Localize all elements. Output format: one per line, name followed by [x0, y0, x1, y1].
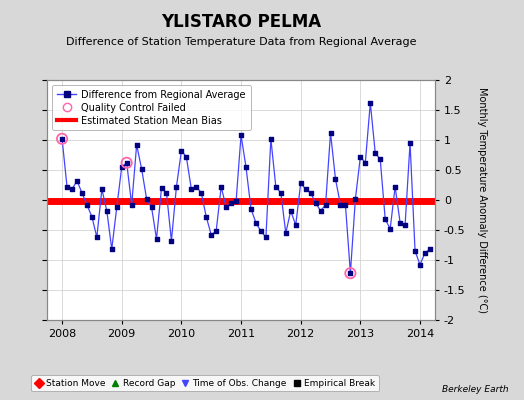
- Point: [83, 202, 91, 208]
- Point: [58, 136, 66, 142]
- Point: [123, 160, 131, 166]
- Point: [78, 190, 86, 196]
- Point: [232, 198, 241, 204]
- Point: [277, 190, 285, 196]
- Point: [133, 142, 141, 148]
- Point: [202, 214, 211, 220]
- Point: [297, 180, 305, 186]
- Point: [68, 186, 76, 192]
- Point: [222, 204, 231, 210]
- Point: [207, 232, 215, 238]
- Point: [242, 164, 250, 170]
- Point: [257, 228, 265, 234]
- Point: [331, 176, 340, 182]
- Point: [311, 200, 320, 206]
- Point: [271, 184, 280, 190]
- Point: [172, 184, 181, 190]
- Point: [127, 202, 136, 208]
- Point: [247, 206, 255, 212]
- Legend: Station Move, Record Gap, Time of Obs. Change, Empirical Break: Station Move, Record Gap, Time of Obs. C…: [31, 375, 379, 392]
- Point: [307, 190, 315, 196]
- Point: [281, 230, 290, 236]
- Point: [416, 262, 424, 268]
- Point: [316, 208, 325, 214]
- Point: [123, 160, 131, 166]
- Point: [411, 248, 419, 254]
- Point: [361, 160, 369, 166]
- Point: [227, 200, 235, 206]
- Point: [73, 178, 81, 184]
- Point: [287, 208, 295, 214]
- Point: [107, 246, 116, 252]
- Point: [406, 140, 414, 146]
- Point: [187, 186, 195, 192]
- Point: [162, 190, 171, 196]
- Y-axis label: Monthly Temperature Anomaly Difference (°C): Monthly Temperature Anomaly Difference (…: [477, 87, 487, 313]
- Point: [157, 185, 166, 191]
- Point: [252, 220, 260, 226]
- Point: [376, 156, 385, 162]
- Legend: Difference from Regional Average, Quality Control Failed, Estimated Station Mean: Difference from Regional Average, Qualit…: [52, 85, 250, 130]
- Point: [152, 236, 161, 242]
- Point: [117, 164, 126, 170]
- Point: [103, 208, 111, 214]
- Point: [113, 204, 121, 210]
- Text: Berkeley Earth: Berkeley Earth: [442, 385, 508, 394]
- Point: [391, 184, 399, 190]
- Point: [386, 226, 395, 232]
- Point: [147, 204, 156, 210]
- Point: [58, 136, 66, 142]
- Point: [93, 234, 101, 240]
- Point: [167, 238, 176, 244]
- Point: [301, 186, 310, 192]
- Point: [321, 202, 330, 208]
- Point: [426, 246, 434, 252]
- Point: [346, 270, 355, 276]
- Point: [346, 270, 355, 276]
- Text: Difference of Station Temperature Data from Regional Average: Difference of Station Temperature Data f…: [66, 37, 416, 47]
- Point: [291, 222, 300, 228]
- Text: YLISTARO PELMA: YLISTARO PELMA: [161, 13, 321, 31]
- Point: [261, 234, 270, 240]
- Point: [177, 148, 185, 154]
- Point: [326, 130, 335, 136]
- Point: [401, 222, 409, 228]
- Point: [356, 154, 365, 160]
- Point: [217, 184, 225, 190]
- Point: [97, 186, 106, 192]
- Point: [267, 136, 275, 142]
- Point: [88, 214, 96, 220]
- Point: [192, 184, 201, 190]
- Point: [182, 154, 191, 160]
- Point: [396, 220, 405, 226]
- Point: [197, 190, 205, 196]
- Point: [237, 132, 245, 138]
- Point: [341, 202, 350, 208]
- Point: [371, 150, 379, 156]
- Point: [381, 216, 389, 222]
- Point: [212, 228, 221, 234]
- Point: [137, 166, 146, 172]
- Point: [366, 100, 375, 106]
- Point: [63, 184, 71, 190]
- Point: [351, 196, 359, 202]
- Point: [421, 250, 429, 256]
- Point: [143, 196, 151, 202]
- Point: [336, 202, 345, 208]
